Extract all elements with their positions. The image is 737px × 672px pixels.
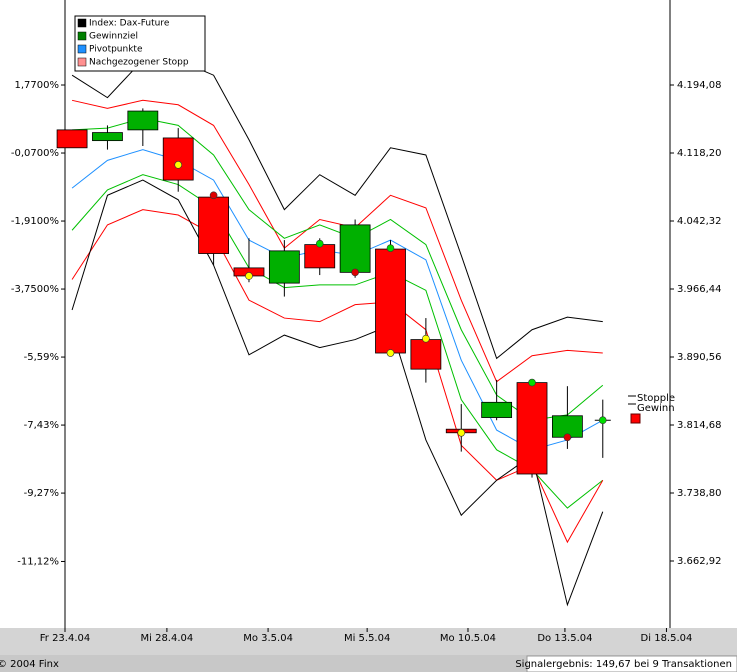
y-tick-label: 4.118,20 xyxy=(677,148,722,159)
signal-marker xyxy=(209,191,218,200)
y2-tick-label: -9,27% xyxy=(24,488,59,499)
x-tick-label: Do 13.5.04 xyxy=(537,633,592,644)
y2-tick-label: -11,12% xyxy=(17,556,59,567)
x-axis-band xyxy=(0,628,737,655)
x-tick-label: Mo 3.5.04 xyxy=(243,633,293,644)
y2-tick-label: -5,59% xyxy=(24,352,59,363)
y2-tick-label: -0,0700% xyxy=(11,148,59,159)
legend-label: Pivotpunkte xyxy=(89,45,143,55)
candle-body xyxy=(304,244,336,269)
y2-tick-label: -7,43% xyxy=(24,420,59,431)
candle-body xyxy=(481,401,513,418)
y-tick-label: 4.194,08 xyxy=(677,80,722,91)
plot xyxy=(56,59,611,607)
signal-marker xyxy=(245,272,253,280)
x-tick-label: Mi 5.5.04 xyxy=(344,633,390,644)
x-tick-label: Mo 10.5.04 xyxy=(440,633,496,644)
signal-marker xyxy=(457,428,466,437)
candle-body xyxy=(268,250,300,284)
band-line xyxy=(72,117,604,421)
candle-body xyxy=(56,129,88,149)
band-line xyxy=(71,209,604,544)
signal-marker xyxy=(174,161,183,169)
candle-body xyxy=(339,224,371,273)
candle-body xyxy=(198,196,229,254)
legend-swatch xyxy=(77,31,87,41)
legend-swatch xyxy=(77,44,87,54)
legend: Index: Dax-Future Gewinnziel Pivotpunkte Na… xyxy=(77,18,189,68)
legend-box xyxy=(74,15,206,72)
legend-label: Nachgezogener Stopp xyxy=(89,58,189,68)
result-box xyxy=(526,655,737,672)
y2-tick-label: -1,9100% xyxy=(11,216,59,227)
signal-marker xyxy=(563,433,572,442)
y2-tick-label: -3,7500% xyxy=(11,284,59,295)
result-text: Signalergebnis: 149,67 bei 9 Transaktion… xyxy=(515,659,732,670)
signal-marker xyxy=(315,239,324,248)
candle-body xyxy=(375,248,406,354)
band-line xyxy=(71,174,604,509)
x-tick-label: Fr 23.4.04 xyxy=(40,633,90,644)
candle-body xyxy=(516,382,548,475)
y-tick-label: 3.814,68 xyxy=(677,420,722,431)
y-tick-label: 3.890,56 xyxy=(677,352,722,363)
signal-marker xyxy=(422,334,430,343)
x-tick-label: Di 18.5.04 xyxy=(641,633,693,644)
band-line xyxy=(71,149,604,451)
signal-marker xyxy=(351,268,359,277)
x-tick-label: Mi 28.4.04 xyxy=(141,633,194,644)
next-day-marker xyxy=(630,413,641,424)
footer: © 2004 Finx xyxy=(0,659,59,670)
legend-label: Index: Dax-Future xyxy=(89,19,170,29)
legend-swatch xyxy=(77,57,87,67)
signal-marker xyxy=(386,349,395,357)
y-tick-label: 3.662,92 xyxy=(677,556,722,567)
annotation: Gewinn xyxy=(637,403,675,414)
candle-body xyxy=(410,339,442,370)
signal-marker xyxy=(598,416,607,425)
y-tick-label: 3.738,80 xyxy=(677,488,722,499)
y-tick-label: 4.042,32 xyxy=(677,216,722,227)
band-line xyxy=(71,99,603,383)
signal-marker xyxy=(386,244,395,252)
candle-body xyxy=(162,137,194,181)
legend-swatch xyxy=(77,18,87,28)
legend-label: Gewinnziel xyxy=(89,32,138,42)
signal-marker xyxy=(528,378,536,387)
candle-body xyxy=(127,110,159,131)
candle-body xyxy=(92,132,123,142)
y-tick-label: 3.966,44 xyxy=(677,284,722,295)
band-line xyxy=(71,179,604,607)
annotation: Stopple xyxy=(637,393,675,404)
y2-tick-label: 1,7700% xyxy=(15,80,60,91)
